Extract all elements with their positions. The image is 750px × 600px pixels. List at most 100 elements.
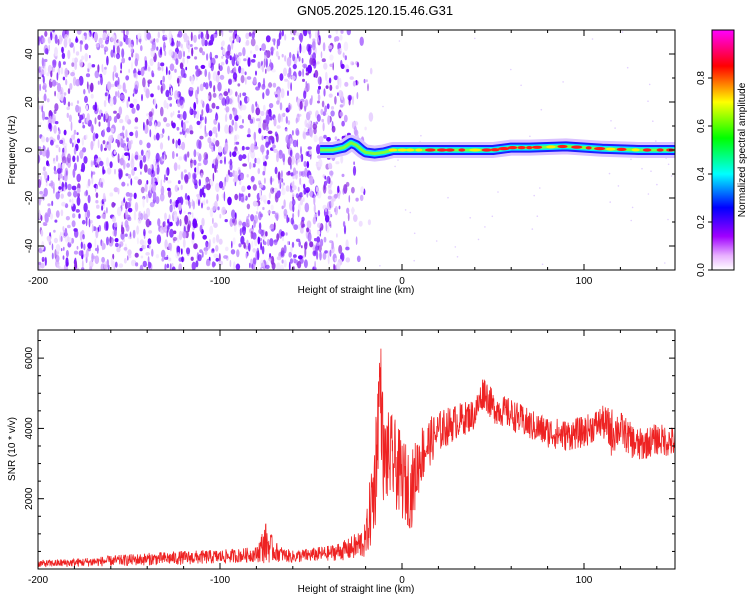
noise-blob — [131, 61, 133, 70]
noise-blob — [187, 199, 190, 207]
noise-blob — [163, 41, 166, 52]
noise-blob — [82, 234, 85, 240]
noise-blob — [177, 187, 180, 191]
noise-blob — [211, 102, 216, 109]
noise-blob — [172, 138, 175, 145]
noise-blob — [217, 122, 221, 132]
noise-blob — [252, 232, 257, 240]
noise-dot — [497, 191, 499, 193]
noise-blob — [120, 138, 124, 148]
noise-dot — [591, 38, 594, 40]
noise-blob — [213, 222, 218, 228]
noise-blob — [39, 83, 41, 92]
snr-ylabel: SNR (10 * v/v) — [7, 417, 18, 481]
noise-blob — [345, 239, 349, 249]
noise-blob — [251, 240, 254, 249]
colorbar: 0.0 0.2 0.4 0.6 0.8 Normalized spectral ampl… — [696, 29, 748, 277]
noise-blob — [140, 171, 142, 175]
x-tick-label: -200 — [28, 575, 48, 586]
noise-blob — [250, 214, 255, 222]
noise-blob — [116, 91, 120, 97]
noise-blob — [192, 218, 197, 229]
trace-core — [458, 148, 466, 152]
noise-blob — [275, 50, 279, 57]
noise-blob — [252, 163, 256, 168]
noise-blob — [85, 216, 88, 227]
noise-blob — [241, 104, 247, 111]
noise-blob — [179, 218, 182, 227]
noise-blob — [155, 254, 159, 259]
noise-blob — [232, 217, 237, 227]
noise-blob — [189, 44, 193, 47]
noise-dot — [491, 215, 494, 218]
trace-core — [425, 148, 436, 152]
noise-blob — [208, 141, 214, 150]
noise-blob — [336, 233, 338, 238]
noise-blob — [325, 207, 327, 213]
noise-blob — [213, 33, 218, 39]
noise-blob — [265, 126, 270, 132]
noise-blob — [113, 187, 119, 193]
noise-blob — [262, 120, 267, 131]
noise-blob — [218, 238, 223, 245]
noise-blob — [196, 97, 199, 105]
noise-blob — [280, 250, 285, 258]
noise-blob — [230, 70, 234, 74]
noise-blob — [70, 102, 74, 106]
noise-blob — [304, 202, 310, 213]
noise-blob — [107, 141, 112, 151]
noise-blob — [219, 95, 223, 100]
noise-blob — [132, 69, 136, 74]
noise-blob — [288, 251, 293, 258]
noise-blob — [287, 73, 291, 78]
noise-blob — [45, 178, 48, 183]
noise-blob — [63, 38, 68, 48]
noise-blob — [163, 179, 166, 183]
noise-blob — [121, 48, 125, 58]
noise-blob — [198, 34, 201, 40]
noise-blob — [123, 145, 128, 151]
noise-blob — [40, 215, 43, 222]
noise-blob — [169, 204, 173, 213]
noise-blob — [209, 225, 214, 235]
noise-blob — [239, 100, 242, 106]
noise-blob — [127, 249, 132, 256]
noise-blob — [40, 66, 43, 71]
noise-blob — [118, 263, 124, 268]
noise-blob — [81, 166, 85, 172]
noise-blob — [313, 250, 317, 255]
noise-blob — [83, 202, 88, 213]
noise-blob — [334, 136, 338, 141]
figure-title: GN05.2025.120.15.46.G31 — [297, 3, 453, 18]
noise-blob — [217, 81, 222, 92]
noise-blob — [314, 69, 319, 79]
noise-blob — [293, 257, 296, 262]
noise-blob — [166, 167, 170, 176]
noise-blob — [215, 140, 220, 147]
noise-blob — [255, 70, 257, 76]
noise-blob — [252, 184, 257, 191]
noise-blob — [117, 76, 120, 87]
spectrogram-xlabel: Height of straight line (km) — [298, 285, 415, 296]
noise-blob — [320, 238, 324, 247]
noise-blob — [113, 150, 117, 155]
noise-blob — [204, 39, 208, 47]
noise-blob — [242, 221, 247, 227]
noise-blob — [113, 44, 115, 54]
noise-blob — [224, 156, 226, 165]
noise-blob — [319, 250, 322, 261]
noise-blob — [121, 57, 126, 64]
noise-blob — [268, 192, 271, 200]
noise-blob — [64, 67, 68, 78]
noise-blob — [252, 200, 258, 207]
noise-blob — [243, 193, 246, 200]
noise-blob — [58, 186, 62, 190]
noise-blob — [54, 103, 59, 112]
noise-blob — [95, 192, 99, 199]
y-tick-label: 6000 — [24, 347, 35, 370]
trace-core — [498, 147, 510, 151]
noise-blob — [51, 114, 56, 123]
noise-blob — [248, 32, 252, 37]
trace-core — [585, 146, 592, 150]
noise-blob — [352, 165, 357, 176]
